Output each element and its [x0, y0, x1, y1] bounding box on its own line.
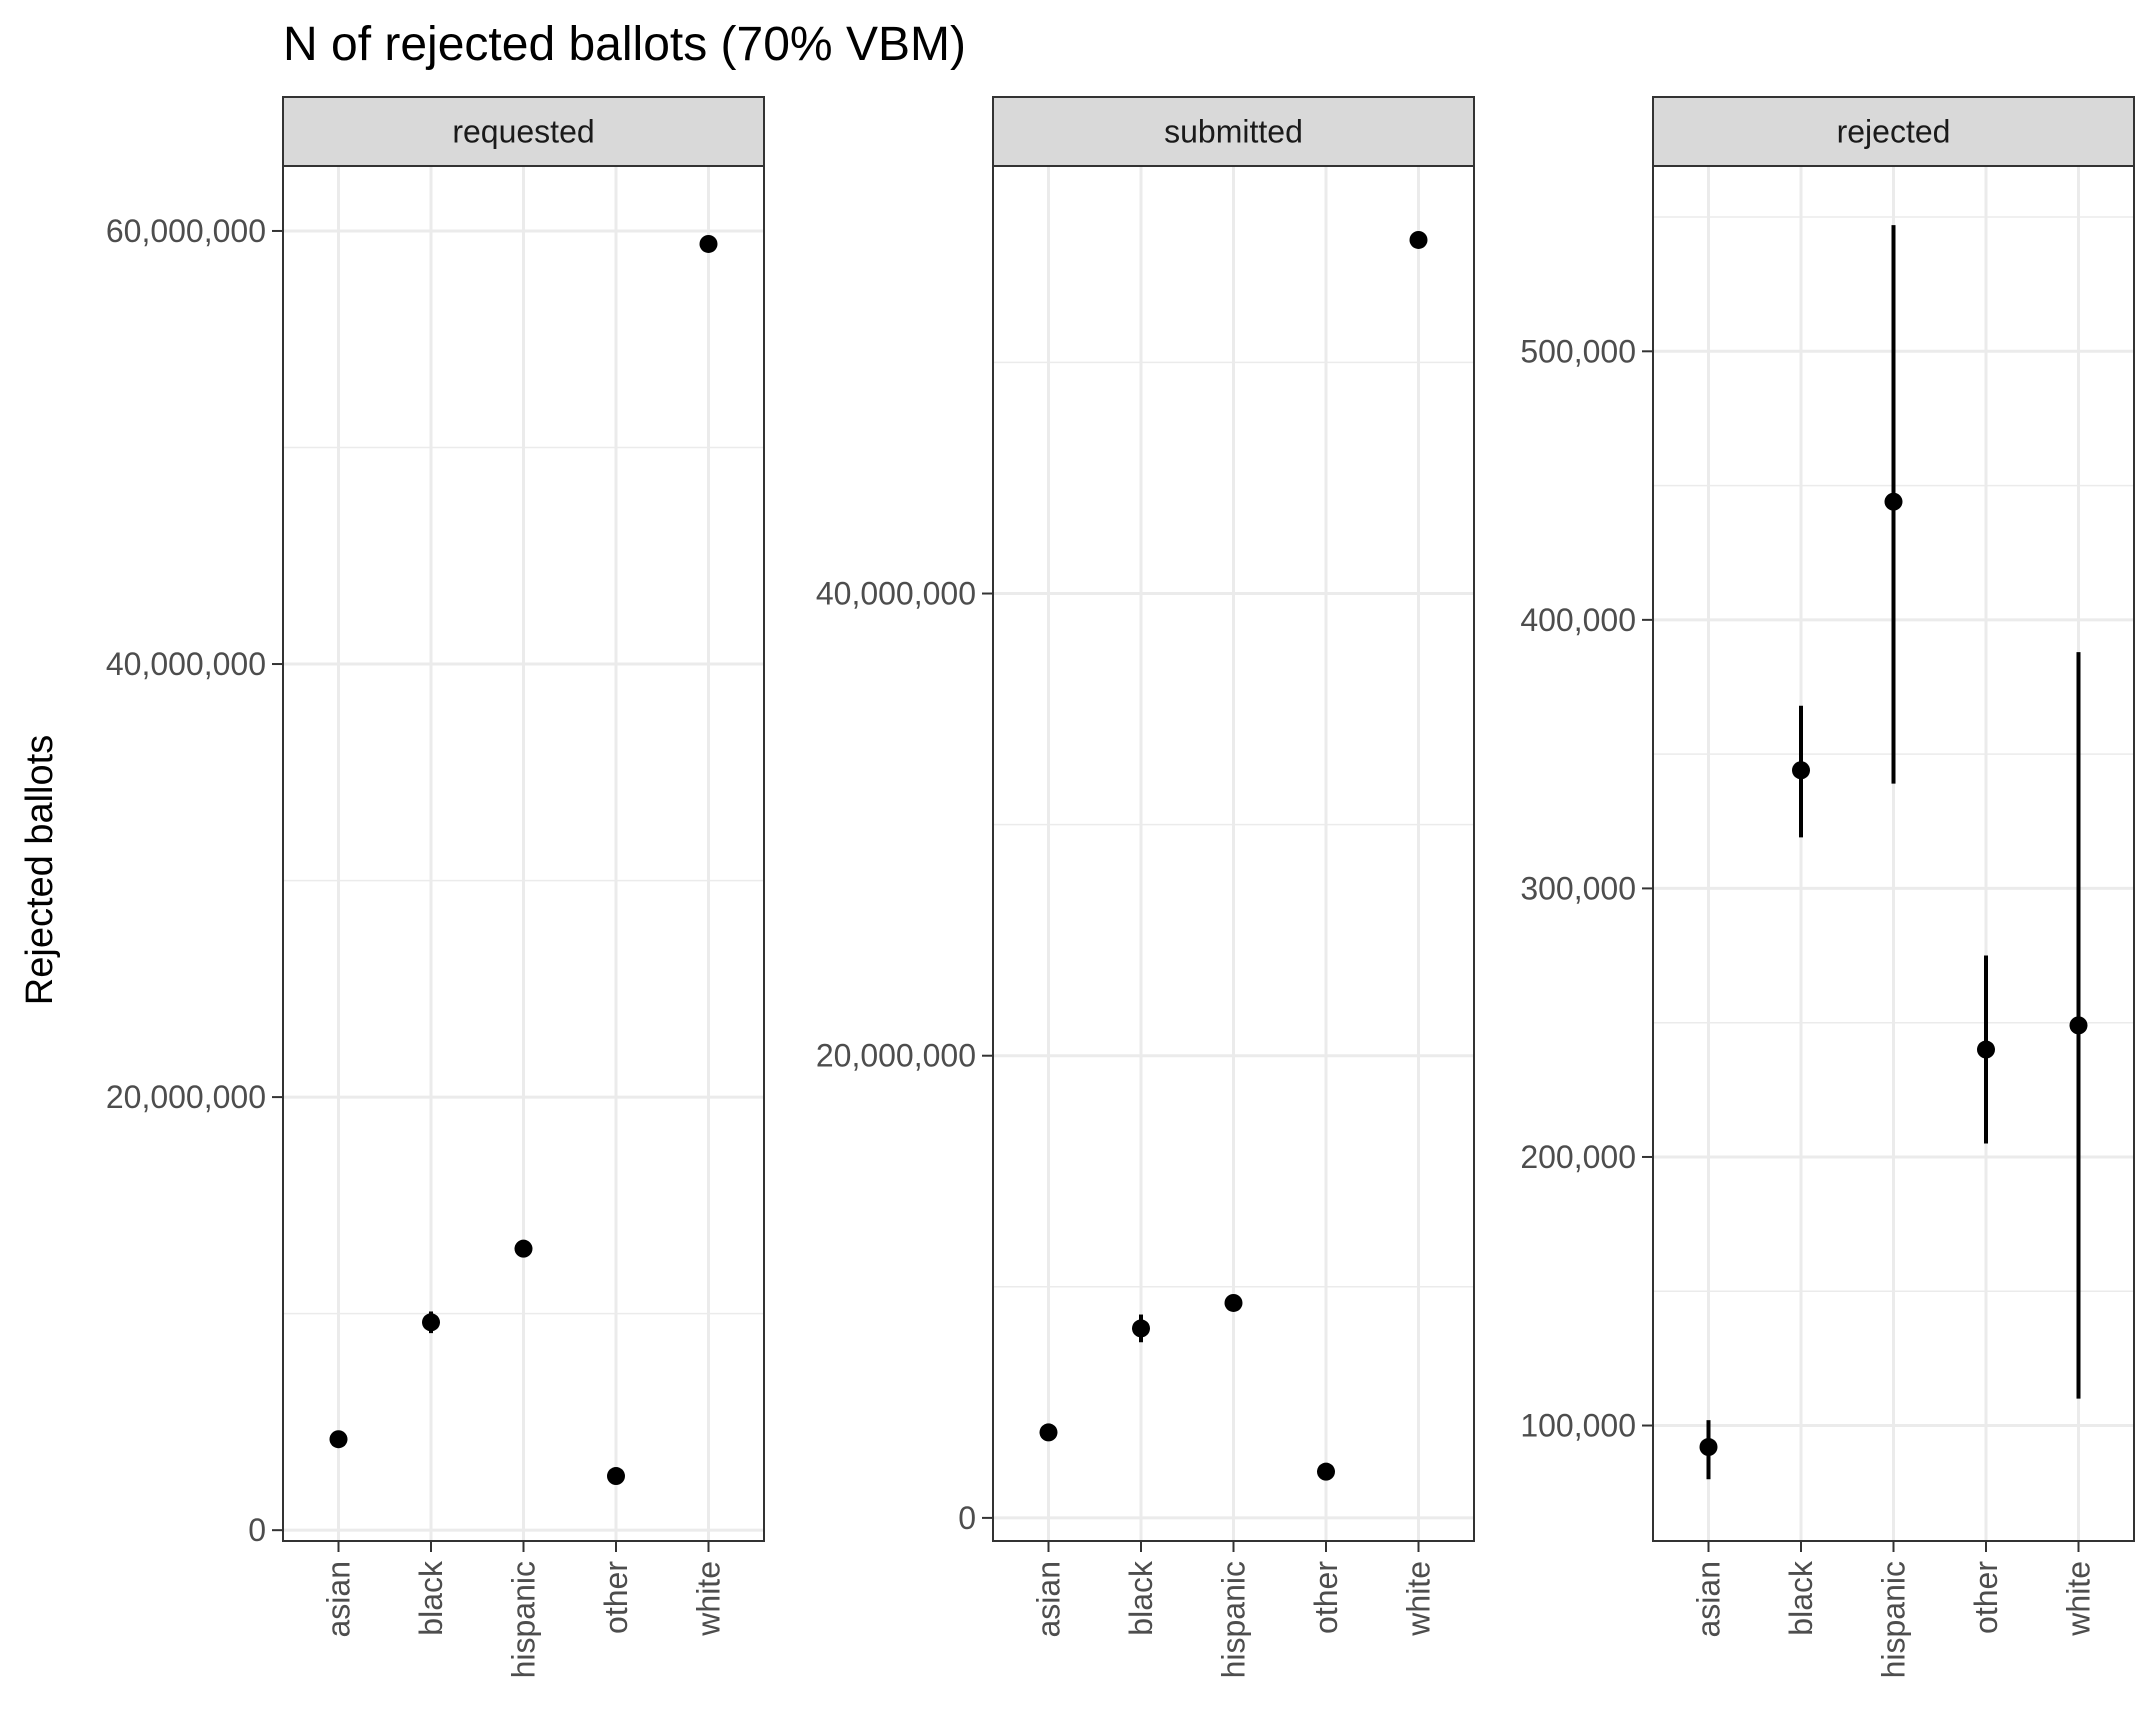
x-tick-label: white: [1401, 1561, 1437, 1637]
data-point: [329, 1430, 348, 1449]
y-tick-label: 20,000,000: [106, 1079, 266, 1115]
data-point: [1132, 1319, 1150, 1338]
y-tick-label: 20,000,000: [816, 1038, 976, 1074]
x-tick-label: black: [413, 1560, 449, 1636]
facet-panels: requested 0 20,000,000 40,000,000 60,000,000…: [106, 96, 2135, 1678]
data-point: [699, 234, 718, 253]
chart-title: N of rejected ballots (70% VBM): [283, 18, 966, 71]
facet-strip-label: requested: [452, 114, 594, 150]
data-point: [514, 1239, 533, 1258]
facet-panel-requested: requested 0 20,000,000 40,000,000 60,000,000…: [106, 96, 765, 1678]
y-tick-label: 40,000,000: [106, 646, 266, 682]
data-point: [1792, 761, 1810, 780]
facet-strip: [282, 96, 765, 167]
data-point: [1224, 1293, 1243, 1312]
x-tick-label: other: [598, 1561, 634, 1634]
data-point: [2069, 1016, 2088, 1035]
data-point: [1317, 1462, 1335, 1481]
y-axis-label: Rejected ballots: [19, 735, 61, 1005]
facet-panel-submitted: submitted 0 20,000,000 40,000,000 asian black…: [816, 96, 1475, 1678]
facet-strip: [992, 96, 1475, 167]
y-tick-label: 300,000: [1520, 870, 1636, 906]
y-tick-label: 100,000: [1520, 1408, 1636, 1444]
data-point: [607, 1467, 625, 1486]
data-point: [1409, 230, 1428, 249]
facet-strip: [1652, 96, 2135, 167]
y-tick-label: 0: [958, 1500, 976, 1536]
y-tick-label: 60,000,000: [106, 213, 266, 249]
x-tick-label: white: [691, 1561, 727, 1637]
data-point: [1884, 492, 1903, 511]
y-tick-label: 40,000,000: [816, 576, 976, 612]
y-tick-label: 500,000: [1520, 333, 1636, 369]
y-tick-label: 200,000: [1520, 1139, 1636, 1175]
x-tick-label: hispanic: [1216, 1561, 1252, 1678]
x-tick-label: asian: [321, 1561, 357, 1638]
x-tick-label: hispanic: [506, 1561, 542, 1678]
y-tick-label: 400,000: [1520, 602, 1636, 638]
facet-panel-rejected: rejected 100,000 200,000 300,000 400,000 500,…: [1520, 96, 2135, 1678]
x-tick-label: other: [1968, 1561, 2004, 1634]
x-tick-label: white: [2061, 1561, 2097, 1637]
x-tick-label: hispanic: [1876, 1561, 1912, 1678]
x-tick-label: black: [1783, 1560, 1819, 1636]
data-point: [1977, 1040, 1995, 1059]
x-tick-label: other: [1308, 1561, 1344, 1634]
data-point: [1699, 1438, 1718, 1457]
data-point: [422, 1313, 440, 1332]
x-tick-label: asian: [1691, 1561, 1727, 1638]
y-tick-label: 0: [248, 1512, 266, 1548]
facet-strip-label: submitted: [1164, 114, 1303, 150]
x-tick-label: asian: [1031, 1561, 1067, 1638]
data-point: [1039, 1423, 1058, 1442]
facet-strip-label: rejected: [1837, 114, 1951, 150]
x-tick-label: black: [1123, 1560, 1159, 1636]
